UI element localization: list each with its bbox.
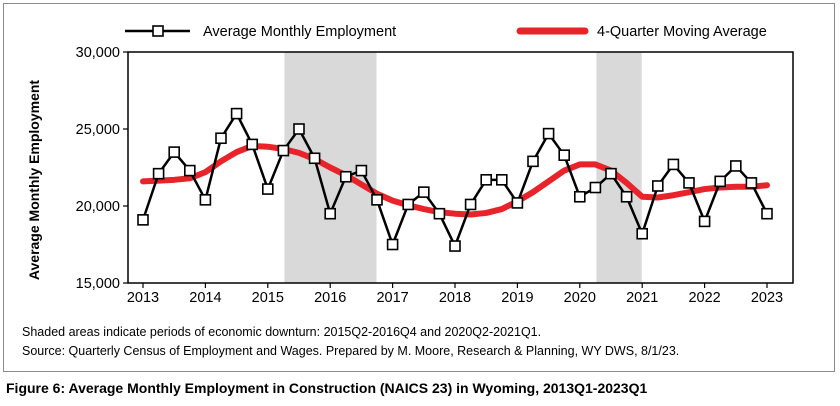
x-tick-label: 2023 (751, 290, 783, 306)
x-tick-label: 2019 (501, 290, 533, 306)
employment-point (215, 132, 227, 145)
legend-marker-employment (152, 25, 164, 37)
employment-point (199, 194, 212, 206)
employment-point (261, 183, 274, 195)
series-moving-average (140, 142, 770, 218)
employment-point (417, 186, 430, 198)
employment-point (184, 164, 196, 177)
y-tick-labels: 15,000 20,000 25,000 30,000 (76, 45, 120, 292)
employment-point (761, 207, 773, 220)
employment-point (293, 123, 305, 135)
employment-point (324, 207, 337, 220)
y-tick-label: 30,000 (76, 45, 120, 61)
note-shading: Shaded areas indicate periods of economi… (22, 325, 542, 339)
employment-point (651, 180, 664, 192)
plot-border (127, 51, 794, 284)
employment-point (339, 170, 352, 183)
employment-point (698, 215, 711, 228)
employment-point (605, 167, 617, 180)
employment-point (246, 138, 258, 151)
employment-point (137, 214, 149, 226)
series-employment (137, 107, 773, 252)
employment-point (402, 198, 415, 211)
employment-point (480, 174, 493, 186)
legend: Average Monthly Employment 4-Quarter Mov… (125, 24, 767, 40)
employment-point (386, 238, 399, 251)
legend-label-employment: Average Monthly Employment (203, 24, 396, 40)
employment-point (714, 175, 727, 188)
moving-average-line (140, 142, 770, 218)
employment-point (745, 177, 758, 189)
x-tick-label: 2013 (127, 290, 159, 306)
employment-point (589, 181, 602, 194)
y-tick-label: 20,000 (76, 199, 120, 215)
employment-point (371, 194, 383, 206)
employment-point (168, 146, 180, 158)
employment-point (636, 227, 649, 240)
x-tick-label: 2018 (439, 290, 471, 306)
employment-point (355, 164, 368, 177)
x-tick-label: 2016 (314, 290, 346, 306)
employment-point (542, 127, 555, 140)
employment-point (683, 177, 695, 189)
employment-point (152, 167, 165, 180)
x-tick-label: 2015 (252, 290, 284, 306)
legend-label-moving-average: 4-Quarter Moving Average (597, 24, 767, 40)
employment-point (527, 155, 539, 168)
x-tick-label: 2017 (376, 290, 408, 306)
x-tick-labels: 2013 2014 2015 2016 2017 2018 2019 2020 2021 2022… (127, 290, 783, 306)
downturn-shading (284, 52, 642, 283)
axes (123, 51, 794, 288)
y-axis-label: Average Monthly Employment (26, 80, 42, 281)
employment-point (433, 207, 446, 220)
employment-point (495, 174, 508, 186)
note-source: Source: Quarterly Census of Employment a… (22, 344, 680, 358)
employment-point (464, 198, 477, 211)
y-tick-label: 15,000 (76, 276, 120, 292)
x-tick-label: 2014 (189, 290, 221, 306)
employment-point (573, 190, 586, 203)
employment-point (230, 107, 243, 120)
employment-point (308, 152, 321, 165)
y-tick-label: 25,000 (76, 122, 120, 138)
employment-point (558, 149, 571, 161)
figure-frame (3, 3, 835, 372)
employment-point (620, 190, 633, 203)
employment-line (141, 112, 769, 248)
x-tick-label: 2020 (564, 290, 596, 306)
employment-point (729, 160, 742, 172)
employment-point (511, 197, 524, 209)
employment-point (277, 144, 290, 157)
figure-caption: Figure 6: Average Monthly Employment in … (6, 380, 648, 396)
employment-point (667, 158, 680, 171)
x-tick-label: 2022 (688, 290, 720, 306)
employment-point (449, 240, 461, 252)
x-tick-label: 2021 (626, 290, 658, 306)
